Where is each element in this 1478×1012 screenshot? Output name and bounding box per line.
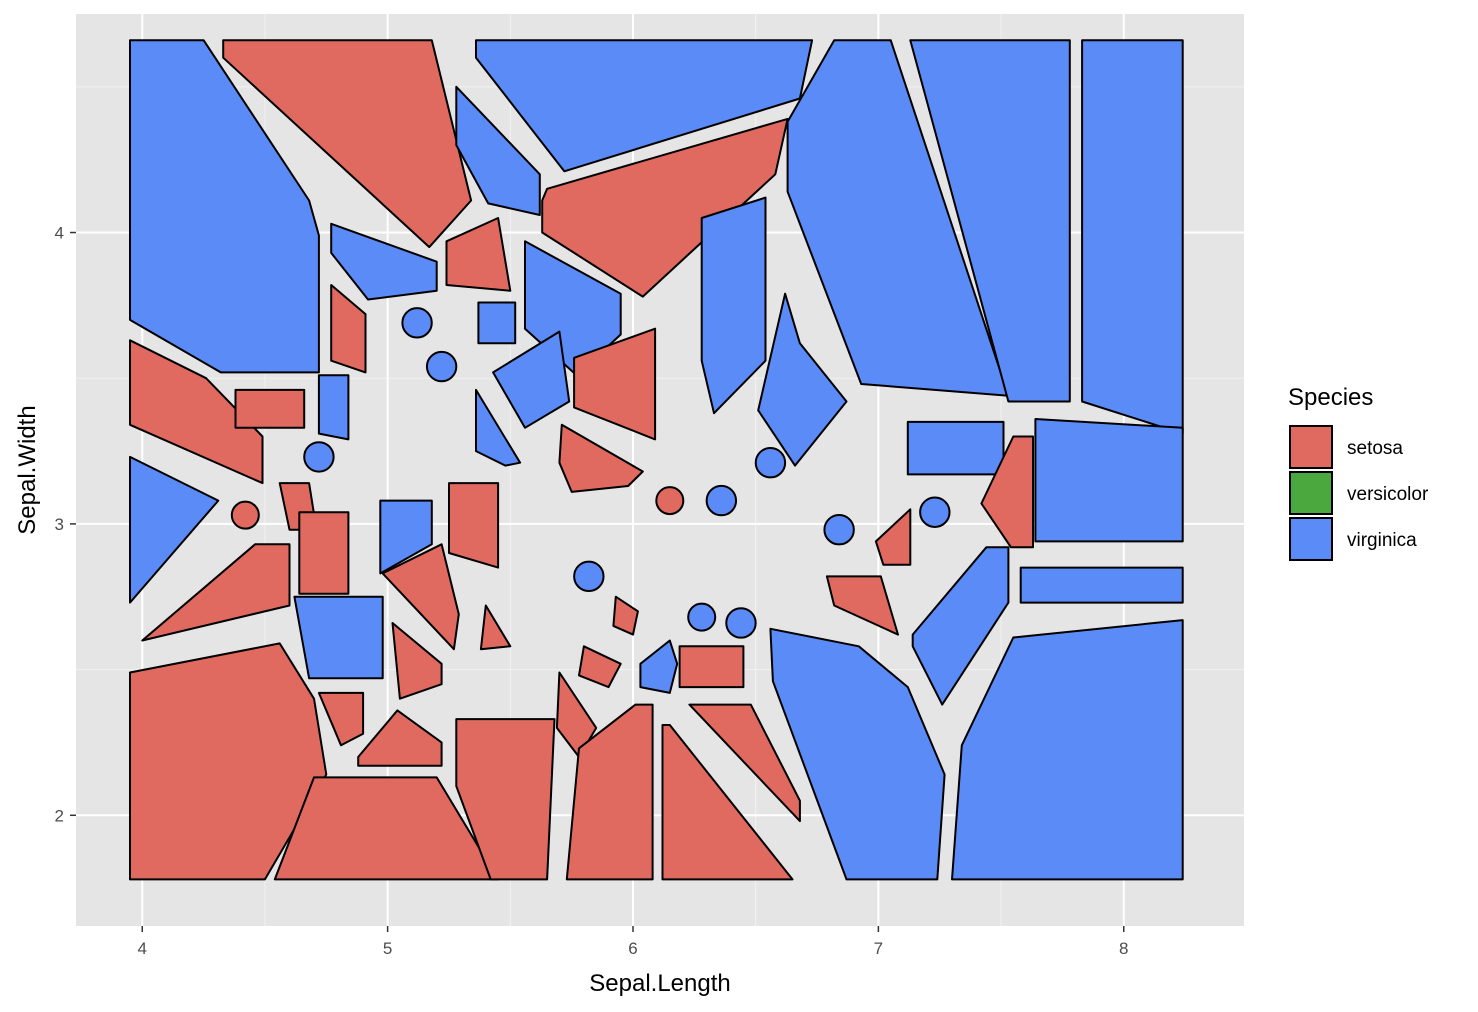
voronoi-cell-setosa (448, 482, 500, 569)
voronoi-cell-virginica (1034, 418, 1184, 543)
voronoi-cell-setosa (541, 117, 789, 298)
voronoi-dot-virginica (705, 484, 738, 517)
voronoi-cell-virginica (1081, 39, 1184, 435)
y-tick-label: 4 (55, 224, 64, 243)
legend-label-virginica: virginica (1347, 530, 1417, 551)
voronoi-cell-setosa (298, 511, 350, 595)
voronoi-cell-virginica (1019, 566, 1184, 604)
voronoi-dots (230, 307, 951, 639)
legend-swatch-virginica (1289, 517, 1333, 561)
voronoi-cell-setosa (129, 339, 264, 485)
legend-title: Species (1288, 384, 1373, 411)
voronoi-cell-virginica (906, 420, 1005, 476)
voronoi-cells (129, 39, 1184, 881)
voronoi-dot-virginica (823, 514, 855, 546)
voronoi-dot-virginica (919, 496, 951, 528)
x-tick-label: 8 (1119, 939, 1128, 958)
voronoi-dot-virginica (725, 607, 757, 639)
y-tick-label: 3 (55, 515, 64, 534)
voronoi-cell-virginica (951, 619, 1184, 881)
voronoi-cell-virginica (129, 39, 320, 374)
voronoi-cell-virginica (909, 39, 1071, 403)
voronoi-dot-virginica (303, 441, 335, 473)
voronoi-cell-setosa (874, 508, 912, 566)
voronoi-cell-setosa (565, 703, 654, 881)
voronoi-cell-virginica (475, 39, 814, 173)
voronoi-cell-setosa (578, 645, 622, 689)
y-axis: 2 3 4 (55, 224, 76, 825)
voronoi-cell-virginica (757, 292, 848, 467)
legend-label-versicolor: versicolor (1347, 484, 1429, 505)
legend: Species setosa versicolor virginica (1288, 384, 1429, 561)
legend-swatch-setosa (1289, 425, 1333, 469)
voronoi-cell-virginica (330, 222, 438, 301)
voronoi-cell-setosa (381, 543, 460, 651)
voronoi-cell-setosa (445, 217, 512, 292)
voronoi-cell-setosa (612, 595, 639, 636)
voronoi-cell-setosa (455, 718, 556, 881)
voronoi-dot-virginica (754, 447, 787, 479)
voronoi-cell-virginica (769, 627, 946, 881)
voronoi-cell-virginica (317, 374, 350, 441)
voronoi-cell-setosa (980, 435, 1034, 549)
voronoi-cell-setosa (129, 642, 328, 881)
voronoi-cell-virginica (129, 455, 220, 604)
legend-swatch-versicolor (1289, 471, 1333, 515)
voronoi-cell-setosa (391, 622, 443, 700)
voronoi-cell-virginica (293, 595, 384, 680)
voronoi-cell-setosa (141, 543, 291, 642)
voronoi-cell-setosa (678, 645, 745, 689)
voronoi-cell-setosa (688, 703, 801, 823)
x-tick-label: 6 (628, 939, 637, 958)
voronoi-cell-virginica (700, 196, 767, 415)
voronoi-cell-virginica (477, 301, 517, 345)
voronoi-cell-virginica (455, 85, 541, 216)
voronoi-cell-setosa (661, 724, 794, 881)
voronoi-cell-setosa (317, 691, 365, 747)
y-tick-label: 2 (55, 806, 64, 825)
voronoi-cell-setosa (357, 709, 443, 767)
voronoi-dot-virginica (401, 307, 433, 339)
voronoi-cell-virginica (639, 639, 679, 694)
x-tick-label: 4 (138, 939, 147, 958)
voronoi-cell-setosa (573, 327, 657, 441)
voronoi-cell-virginica (492, 330, 571, 429)
x-axis-title: Sepal.Length (589, 970, 730, 997)
voronoi-dot-setosa (230, 500, 260, 530)
voronoi-cell-setosa (825, 575, 899, 636)
x-axis: 4 5 6 7 8 (138, 926, 1128, 958)
voronoi-cell-setosa (330, 284, 367, 374)
voronoi-dot-virginica (573, 560, 605, 593)
x-tick-label: 7 (874, 939, 883, 958)
voronoi-dot-virginica (425, 350, 458, 383)
voronoi-cell-virginica (379, 499, 433, 575)
y-axis-title: Sepal.Width (14, 405, 41, 534)
x-tick-label: 5 (383, 939, 392, 958)
voronoi-cell-setosa (558, 423, 644, 493)
voronoi-dot-setosa (655, 486, 685, 516)
voronoi-cell-setosa (479, 604, 512, 651)
voronoi-cell-setosa (234, 388, 306, 429)
voronoi-cell-virginica (475, 388, 522, 467)
legend-label-setosa: setosa (1347, 438, 1403, 459)
voronoi-cell-setosa (222, 39, 473, 249)
voronoi-cell-virginica (911, 546, 1010, 706)
voronoi-dot-virginica (687, 602, 717, 632)
